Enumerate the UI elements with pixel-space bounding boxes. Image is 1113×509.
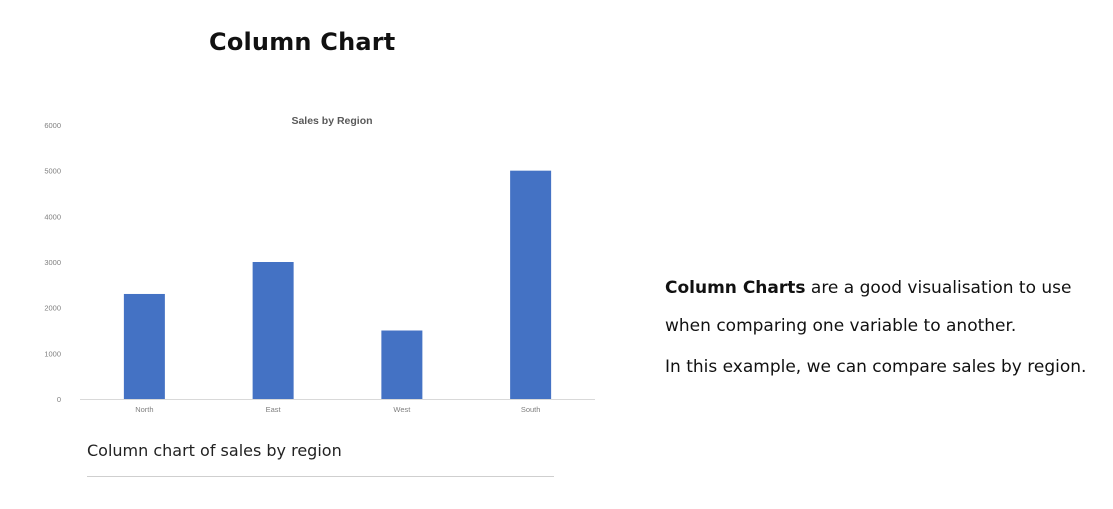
description-term: Column Charts: [665, 278, 806, 298]
chart-title: Sales by Region: [291, 115, 372, 127]
chart-svg: Sales by Region 0 1000 2000 3000 4000 5000 600…: [44, 115, 595, 414]
bar-west: [381, 330, 423, 399]
bar-series: [123, 170, 552, 399]
bar-east: [252, 262, 294, 399]
x-tick-label: West: [393, 405, 411, 414]
description-line-1-rest: are a good visualisation to use: [805, 278, 1072, 298]
x-tick-label: South: [521, 405, 541, 414]
x-tick-label: North: [135, 405, 153, 414]
bar-south: [510, 170, 552, 399]
y-tick-label: 0: [57, 395, 61, 404]
y-tick-label: 1000: [44, 349, 61, 358]
description-line-3: In this example, we can compare sales by…: [665, 357, 1087, 377]
page-title: Column Chart: [209, 28, 396, 56]
y-tick-label: 4000: [44, 212, 61, 221]
description-line-2: when comparing one variable to another.: [665, 316, 1017, 336]
caption-divider: [87, 476, 554, 477]
x-tick-label: East: [266, 405, 282, 414]
sales-by-region-chart: Sales by Region 0 1000 2000 3000 4000 5000 600…: [30, 105, 605, 425]
y-tick-label: 6000: [44, 121, 61, 130]
y-tick-label: 3000: [44, 258, 61, 267]
x-axis: North East West South: [135, 405, 540, 414]
bar-north: [123, 293, 165, 399]
y-tick-label: 2000: [44, 304, 61, 313]
description-line-1: Column Charts are a good visualisation t…: [665, 274, 1105, 302]
y-axis: 0 1000 2000 3000 4000 5000 6000: [44, 121, 61, 404]
y-tick-label: 5000: [44, 167, 61, 176]
description-text: Column Charts are a good visualisation t…: [665, 274, 1105, 381]
chart-caption: Column chart of sales by region: [87, 441, 342, 460]
